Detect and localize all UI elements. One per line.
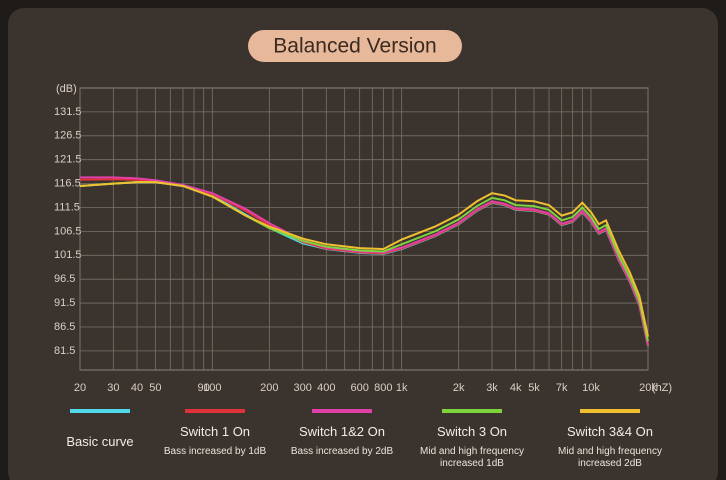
legend-description: Mid and high frequency increased 1dB (420, 446, 524, 469)
y-tick-label: 81.5 (54, 345, 75, 357)
x-axis-label: (hZ) (652, 382, 672, 394)
legend-description: Bass increased by 2dB (290, 446, 394, 457)
x-tick-label: 4k (510, 382, 522, 394)
y-tick-label: 116.5 (54, 177, 81, 189)
x-tick-label: 90 (198, 382, 210, 394)
x-tick-label: 400 (317, 382, 335, 394)
legend-description: Bass increased by 1dB (163, 446, 267, 457)
x-tick-label: 10k (582, 382, 600, 394)
x-tick-label: 40 (131, 382, 143, 394)
y-tick-label: 121.5 (54, 154, 82, 166)
x-tick-label: 7k (556, 382, 568, 394)
x-tick-label: 3k (486, 382, 498, 394)
y-tick-label: 86.5 (54, 321, 75, 333)
x-tick-label: 300 (293, 382, 311, 394)
legend-label: Switch 1 On (179, 424, 251, 439)
y-axis-label: (dB) (56, 83, 77, 95)
x-tick-label: 30 (107, 382, 119, 394)
x-tick-label: 800 (374, 382, 392, 394)
legend-label: Switch 1&2 On (299, 424, 385, 439)
y-tick-label: 96.5 (54, 273, 75, 285)
y-tick-label: 131.5 (54, 106, 82, 118)
x-tick-label: 600 (350, 382, 368, 394)
legend-label: Switch 3&4 On (567, 424, 653, 439)
x-tick-label: 1k (396, 382, 408, 394)
series-line (80, 176, 649, 345)
legend-label: Switch 3 On (436, 424, 508, 439)
y-tick-label: 126.5 (54, 130, 82, 142)
chart-title: Balanced Version (273, 35, 436, 58)
title-pill (248, 30, 462, 62)
x-tick-label: 20k (639, 382, 657, 394)
y-tick-label: 101.5 (54, 249, 82, 261)
series-line (79, 181, 649, 337)
panel (8, 8, 718, 480)
legend-label: Basic curve (66, 434, 134, 449)
x-tick-label: 2k (453, 382, 465, 394)
x-tick-label: 200 (260, 382, 278, 394)
x-tick-label: 20 (74, 382, 86, 394)
x-tick-label: 5k (528, 382, 540, 394)
y-tick-label: 106.5 (54, 225, 82, 237)
x-tick-label: 50 (149, 382, 161, 394)
y-tick-label: 91.5 (54, 297, 75, 309)
y-tick-label: 111.5 (54, 201, 80, 213)
legend-description: Mid and high frequency increased 2dB (558, 446, 662, 469)
x-tick-label: 100 (203, 382, 221, 394)
